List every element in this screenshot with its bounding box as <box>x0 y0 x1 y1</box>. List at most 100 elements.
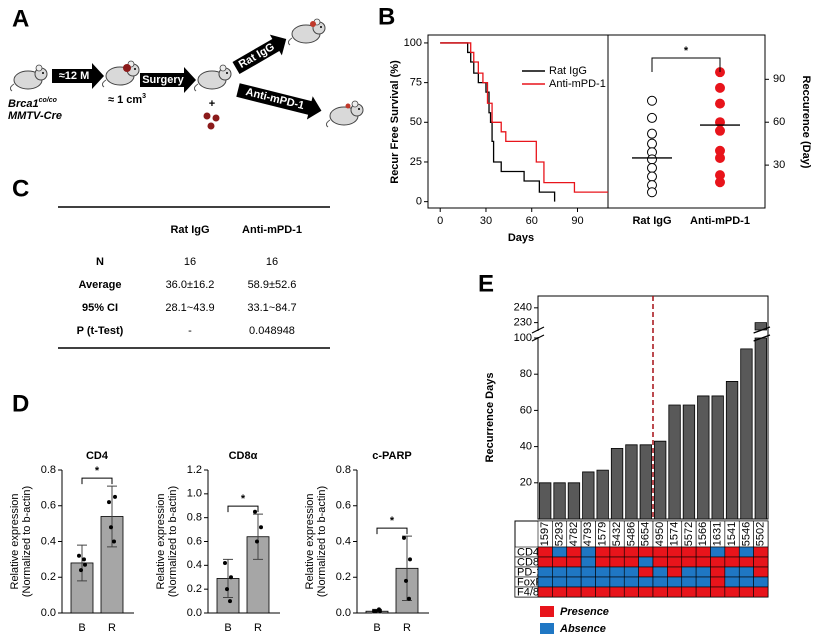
marker-cell <box>638 556 654 568</box>
significance-star: * <box>684 45 689 57</box>
data-point <box>229 575 233 580</box>
marker-cell <box>623 546 639 558</box>
mouse <box>288 18 326 46</box>
y-tick-label: 60 <box>520 404 532 416</box>
data-point <box>408 557 412 562</box>
y-tick-label: 230 <box>514 317 532 329</box>
sample-id: 5486 <box>625 522 637 546</box>
y-tick-label: 0.2 <box>336 571 351 583</box>
y-tick-label: 20 <box>520 477 532 489</box>
bar <box>553 482 566 520</box>
x-axis-label: Days <box>508 232 534 244</box>
y-axis-label: (Normalized to b-actin) <box>21 486 33 597</box>
marker-cell <box>695 546 711 558</box>
arrow-label: Surgery <box>142 74 184 86</box>
marker-cell <box>566 586 582 598</box>
marker-cell <box>638 576 654 588</box>
y-tick-label: 100 <box>514 332 532 344</box>
marker-cell <box>595 566 611 578</box>
bar <box>596 469 609 520</box>
data-point <box>109 525 113 530</box>
marker-cell <box>566 566 582 578</box>
marker-cell <box>623 566 639 578</box>
category-label: Anti-mPD-1 <box>690 215 750 227</box>
x-tick-label: R <box>108 622 116 634</box>
table-cell: - <box>188 325 192 337</box>
x-tick-label: R <box>254 622 262 634</box>
marker-cell <box>710 586 726 598</box>
marker-cell <box>652 556 668 568</box>
arrow-group: Anti-mPD-1 <box>236 83 322 120</box>
marker-cell <box>695 566 711 578</box>
y-tick-label: 0.0 <box>41 607 56 619</box>
chart-title: CD4 <box>86 450 109 462</box>
x-tick-label: 90 <box>571 215 583 227</box>
y-tick-label: 0.4 <box>41 535 56 547</box>
data-point <box>404 578 408 583</box>
marker-cell <box>695 586 711 598</box>
data-point <box>715 152 725 163</box>
marker-cell <box>652 586 668 598</box>
tumor-piece <box>212 114 220 122</box>
survival-curve <box>440 42 556 202</box>
legend-label: Anti-mPD-1 <box>549 78 606 90</box>
y-tick-label: 0.0 <box>336 607 351 619</box>
survival-curve <box>440 42 608 193</box>
data-point <box>647 95 657 106</box>
x-tick-label: R <box>403 622 411 634</box>
bar <box>610 448 624 520</box>
data-point <box>407 596 411 601</box>
column-header: Rat IgG <box>170 224 209 236</box>
significance-star: * <box>241 493 246 505</box>
row-label: P (t-Test) <box>77 325 124 337</box>
strain-sup: co/co <box>39 97 58 104</box>
marker-name: PD-1 <box>517 566 542 578</box>
table-cell: 33.1~84.7 <box>247 302 296 314</box>
y2-axis-label: Reccurence (Day) <box>800 76 812 169</box>
y-axis-label: (Normalized to b-actin) <box>167 486 179 597</box>
bar <box>668 404 681 520</box>
x-tick-label: B <box>373 622 380 634</box>
marker-cell <box>724 556 740 568</box>
data-point <box>647 112 657 123</box>
marker-cell <box>681 546 697 558</box>
y-tick-label: 0.8 <box>187 512 202 524</box>
table-cell: 0.048948 <box>249 325 295 337</box>
arrow <box>140 67 196 93</box>
bar <box>625 444 638 520</box>
data-point <box>647 187 657 198</box>
bar <box>582 471 595 520</box>
marker-cell <box>652 566 668 578</box>
marker-cell <box>681 586 697 598</box>
strain-line2: MMTV-Cre <box>8 110 62 122</box>
x-tick-label: 30 <box>480 215 492 227</box>
sample-id: 1597 <box>539 522 551 546</box>
mouse <box>10 64 48 92</box>
bar <box>754 322 767 520</box>
marker-cell <box>623 556 639 568</box>
plus: + <box>209 98 215 110</box>
marker-name: CD8 <box>517 556 539 568</box>
marker-cell <box>595 576 611 588</box>
marker-cell <box>667 586 683 598</box>
marker-cell <box>738 566 754 578</box>
mouse <box>326 100 364 128</box>
y-axis-label: (Normalized to b-actin) <box>316 486 328 597</box>
marker-cell <box>710 546 726 558</box>
bar <box>711 395 724 520</box>
marker-cell <box>681 566 697 578</box>
marker-cell <box>681 556 697 568</box>
marker-cell <box>552 566 568 578</box>
axis-break-gap <box>532 331 540 337</box>
marker-cell <box>638 546 654 558</box>
sample-id: 4782 <box>568 522 580 546</box>
data-point <box>377 607 381 612</box>
sample-id: 1566 <box>697 522 709 546</box>
data-point <box>79 568 83 573</box>
legend-label: Presence <box>560 606 609 618</box>
data-point <box>225 587 229 592</box>
marker-cell <box>638 586 654 598</box>
data-point <box>255 539 259 544</box>
bar <box>567 482 581 520</box>
marker-cell <box>580 566 596 578</box>
